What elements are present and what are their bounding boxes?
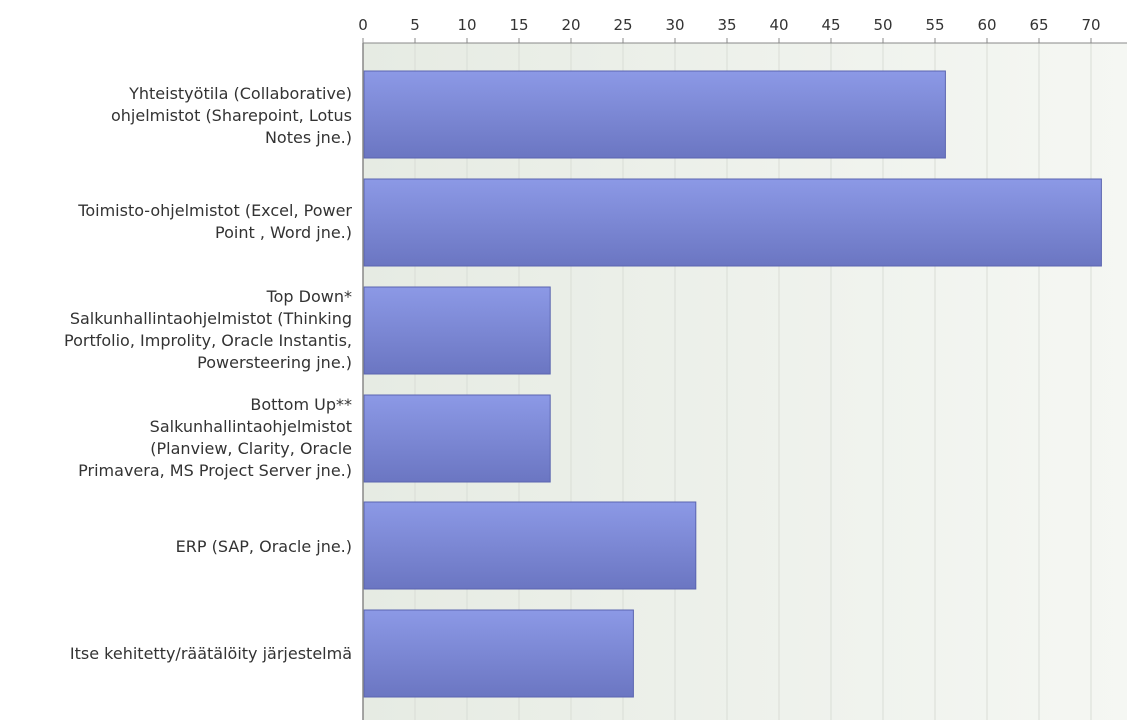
tick-label: 25 [613,16,632,34]
bar [363,286,551,375]
tick-label: 40 [769,16,788,34]
tick-label: 5 [410,16,420,34]
tick-label: 70 [1081,16,1100,34]
category-label: Toimisto-ohjelmistot (Excel, Power Point… [78,201,352,242]
tick-label: 20 [561,16,580,34]
category-label: Top Down* Salkunhallintaohjelmistot (Thi… [64,287,352,372]
tick-label: 50 [873,16,892,34]
tick-label: 35 [717,16,736,34]
category-label: Bottom Up** Salkunhallintaohjelmistot (P… [78,395,352,480]
tick-label: 45 [821,16,840,34]
tick-label: 60 [977,16,996,34]
tick-label: 15 [509,16,528,34]
category-label: Itse kehitetty/räätälöity järjestelmä [69,644,352,663]
bar [363,609,634,698]
tick-label: 30 [665,16,684,34]
bar [363,70,946,159]
tick-label: 55 [925,16,944,34]
category-label: ERP (SAP, Oracle jne.) [175,537,352,556]
bar [363,394,551,483]
tick-label: 10 [457,16,476,34]
tick-label: 0 [358,16,368,34]
category-label: Yhteistyötila (Collaborative) ohjelmisto… [110,84,352,147]
tick-label: 65 [1029,16,1048,34]
bar [363,501,697,590]
bar [363,178,1102,267]
